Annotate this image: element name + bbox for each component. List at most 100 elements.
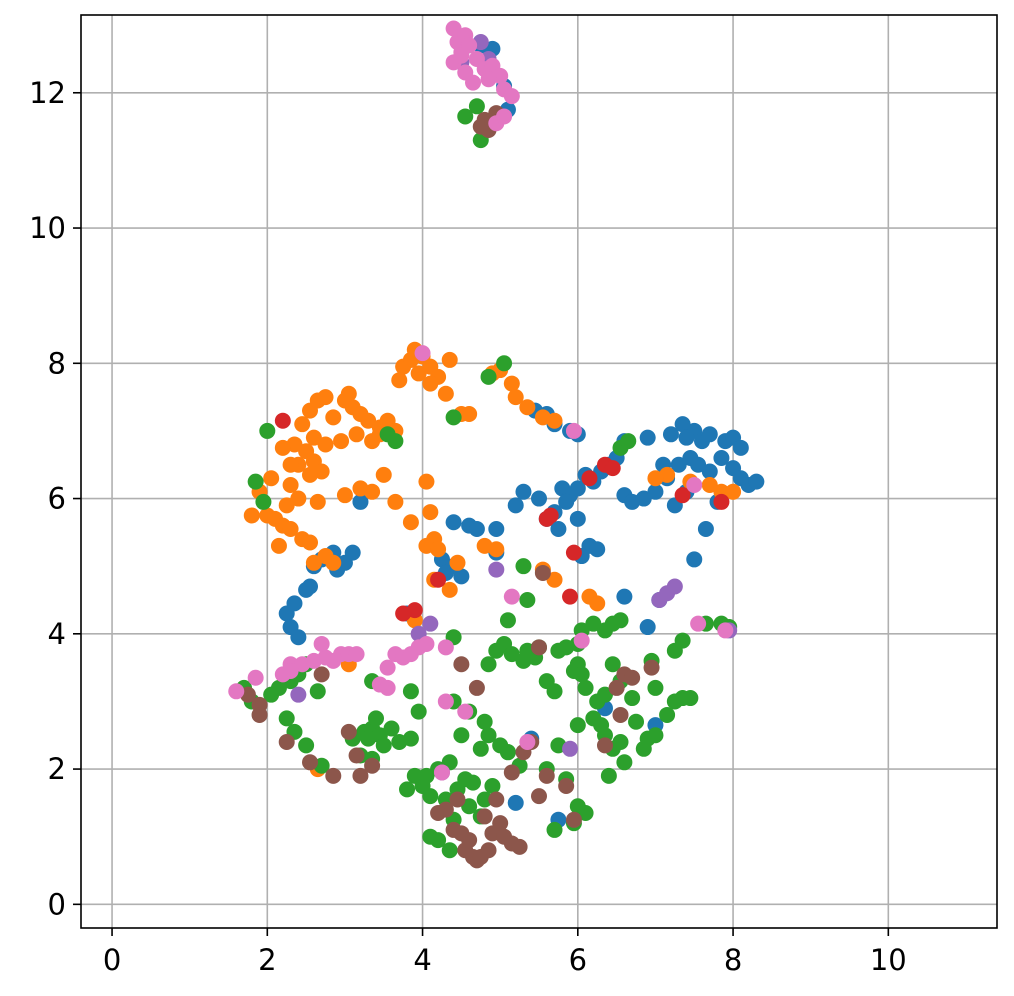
- data-point: [546, 412, 563, 429]
- data-point: [647, 483, 664, 500]
- data-point: [302, 754, 318, 771]
- data-point: [476, 713, 493, 730]
- data-point: [678, 429, 695, 446]
- data-point: [546, 683, 563, 700]
- data-point: [496, 355, 513, 372]
- y-tick-label: 8: [48, 346, 66, 380]
- data-point: [725, 483, 742, 500]
- data-point: [635, 740, 652, 757]
- x-axis: 0 2 4 6 8 10: [103, 928, 907, 977]
- data-point: [480, 727, 497, 744]
- data-point: [682, 690, 699, 707]
- data-point: [620, 433, 637, 450]
- data-point: [515, 558, 532, 575]
- y-tick-label: 4: [48, 617, 66, 651]
- data-point: [639, 619, 656, 636]
- data-point: [690, 456, 707, 473]
- data-point: [686, 477, 703, 494]
- y-tick-label: 2: [48, 752, 66, 786]
- data-point: [468, 520, 485, 537]
- data-point: [247, 669, 264, 686]
- data-point: [546, 821, 563, 838]
- data-point: [243, 507, 260, 524]
- data-point: [278, 710, 295, 727]
- data-point: [282, 520, 299, 537]
- data-point: [713, 493, 730, 510]
- data-point: [418, 635, 435, 652]
- data-point: [282, 477, 299, 494]
- y-tick-label: 0: [48, 887, 66, 921]
- data-point: [430, 541, 447, 558]
- data-point: [290, 629, 307, 646]
- data-point: [387, 493, 404, 510]
- data-point: [647, 727, 664, 744]
- data-point: [612, 706, 629, 723]
- data-point: [375, 737, 392, 754]
- data-point: [468, 98, 485, 115]
- data-point: [379, 659, 396, 676]
- data-point: [449, 554, 466, 571]
- data-point: [531, 639, 547, 656]
- data-point: [624, 669, 641, 686]
- data-point: [639, 429, 656, 446]
- data-point: [453, 727, 470, 744]
- x-tick-label: 8: [724, 943, 742, 977]
- data-point: [402, 514, 419, 531]
- data-point: [317, 436, 334, 453]
- data-point: [453, 568, 470, 585]
- data-point: [302, 578, 318, 595]
- x-tick-label: 0: [103, 943, 121, 977]
- data-point: [608, 679, 625, 696]
- x-tick-label: 2: [258, 943, 276, 977]
- data-point: [577, 805, 594, 822]
- data-point: [732, 439, 749, 456]
- data-point: [713, 449, 730, 466]
- data-point: [717, 622, 734, 639]
- data-point: [290, 686, 307, 703]
- data-point: [484, 777, 501, 794]
- data-point: [569, 717, 586, 734]
- data-point: [612, 734, 629, 751]
- data-point: [336, 487, 353, 504]
- series-6: [228, 20, 734, 781]
- data-point: [503, 88, 520, 105]
- data-point: [701, 463, 718, 480]
- data-point: [697, 520, 714, 537]
- data-point: [488, 791, 505, 808]
- data-point: [445, 20, 462, 37]
- data-point: [309, 493, 326, 510]
- data-point: [546, 571, 563, 588]
- data-point: [348, 426, 365, 443]
- data-point: [344, 544, 361, 561]
- data-point: [387, 433, 404, 450]
- data-point: [635, 490, 652, 507]
- data-point: [441, 842, 458, 859]
- data-point: [499, 612, 516, 629]
- data-point: [422, 788, 439, 805]
- data-point: [461, 798, 478, 815]
- data-point: [643, 659, 660, 676]
- data-point: [674, 416, 691, 433]
- data-point: [565, 422, 582, 439]
- data-point: [395, 605, 412, 622]
- data-point: [488, 520, 505, 537]
- y-tick-label: 6: [48, 482, 66, 516]
- data-point: [352, 493, 369, 510]
- data-point: [383, 720, 400, 737]
- data-point: [480, 71, 497, 88]
- data-point: [391, 372, 408, 389]
- data-point: [449, 791, 466, 808]
- data-point: [531, 788, 547, 805]
- data-point: [612, 612, 629, 629]
- data-point: [488, 561, 505, 578]
- data-point: [472, 740, 489, 757]
- data-point: [259, 422, 276, 439]
- data-point: [701, 477, 718, 494]
- data-point: [573, 632, 590, 649]
- data-point: [616, 588, 633, 605]
- y-tick-label: 10: [29, 211, 66, 245]
- data-point: [476, 791, 493, 808]
- data-point: [282, 456, 299, 473]
- data-point: [511, 838, 528, 855]
